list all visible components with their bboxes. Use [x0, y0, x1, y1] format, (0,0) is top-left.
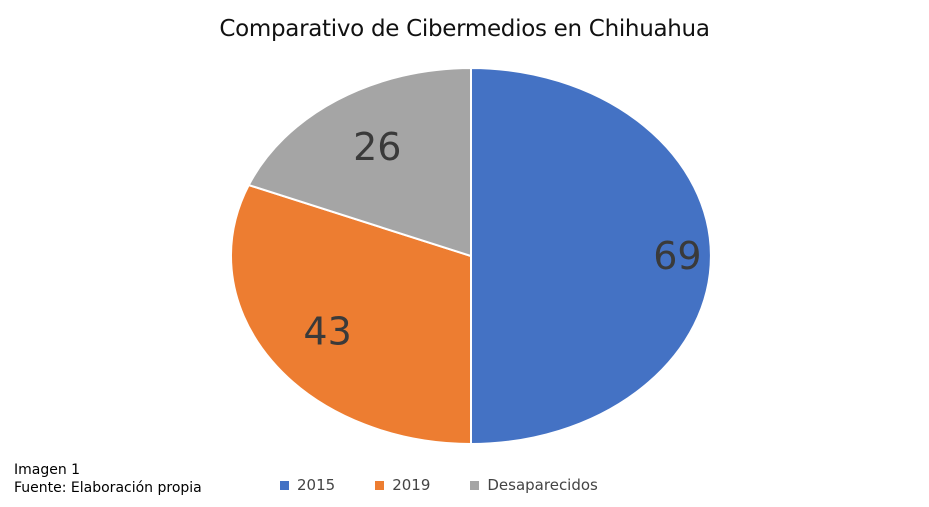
- legend-swatch-2019: [375, 480, 385, 490]
- legend-item-desaparecidos: Desaparecidos: [470, 476, 598, 494]
- legend-item-2019: 2019: [375, 476, 430, 494]
- legend-swatch-2015: [280, 480, 289, 490]
- data-label-2015: 69: [653, 234, 701, 278]
- caption-source: Fuente: Elaboración propia: [14, 480, 202, 496]
- legend-item-2015: 2015: [280, 476, 335, 494]
- figure-caption: Imagen 1 Fuente: Elaboración propia: [14, 461, 202, 497]
- legend-label-2015: 2015: [297, 476, 336, 494]
- slice-2019: [230, 184, 472, 445]
- slice-desaparecidos: [247, 67, 472, 257]
- legend: 2015 2019 Desaparecidos: [280, 476, 598, 494]
- legend-swatch-desaparecidos: [470, 480, 480, 490]
- data-label-desaparecidos: 26: [353, 125, 401, 169]
- chart-title: Comparativo de Cibermedios en Chihuahua: [219, 16, 710, 42]
- data-label-2019: 43: [303, 310, 351, 354]
- legend-label-2019: 2019: [392, 476, 431, 494]
- legend-label-desaparecidos: Desaparecidos: [487, 476, 598, 494]
- slice-2015: [470, 67, 712, 445]
- caption-image-number: Imagen 1: [14, 462, 81, 478]
